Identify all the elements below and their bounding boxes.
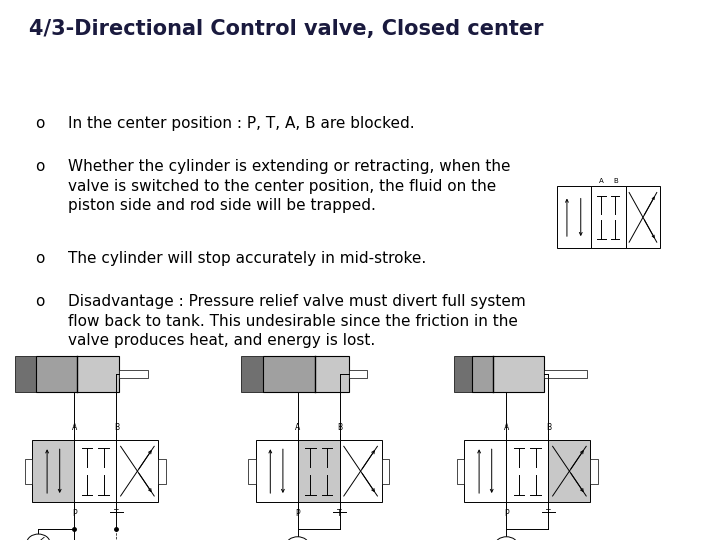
Text: A: A xyxy=(72,423,77,432)
Bar xyxy=(590,458,598,484)
Circle shape xyxy=(27,534,50,540)
Bar xyxy=(24,458,32,484)
Text: P: P xyxy=(295,509,300,518)
Text: B: B xyxy=(546,423,551,432)
Text: o: o xyxy=(35,251,45,266)
Bar xyxy=(36,356,119,392)
Bar xyxy=(591,186,626,248)
Text: o: o xyxy=(35,159,45,174)
Bar xyxy=(340,440,382,502)
Bar xyxy=(297,440,340,502)
Bar xyxy=(557,186,591,248)
Bar xyxy=(32,440,74,502)
Text: 4/3-Directional Control valve, Closed center: 4/3-Directional Control valve, Closed ce… xyxy=(29,19,544,39)
Bar xyxy=(248,458,256,484)
Text: T: T xyxy=(337,509,342,518)
Text: P: P xyxy=(504,509,509,518)
Text: A: A xyxy=(599,178,604,184)
Bar xyxy=(506,440,549,502)
Bar xyxy=(241,356,263,392)
Text: T: T xyxy=(114,509,119,518)
Bar xyxy=(493,356,544,392)
Text: The cylinder will stop accurately in mid-stroke.: The cylinder will stop accurately in mid… xyxy=(68,251,427,266)
Bar xyxy=(36,356,78,392)
Text: Whether the cylinder is extending or retracting, when the
valve is switched to t: Whether the cylinder is extending or ret… xyxy=(68,159,511,213)
Bar xyxy=(117,440,158,502)
Bar xyxy=(263,356,315,392)
Bar xyxy=(544,370,587,378)
Bar xyxy=(549,440,590,502)
Circle shape xyxy=(495,537,518,540)
Bar xyxy=(256,440,297,502)
Text: B: B xyxy=(114,423,119,432)
Text: T: T xyxy=(546,509,551,518)
Bar xyxy=(349,370,367,378)
Text: B: B xyxy=(613,178,618,184)
Text: Disadvantage : Pressure relief valve must divert full system
flow back to tank. : Disadvantage : Pressure relief valve mus… xyxy=(68,294,526,348)
Text: In the center position : P, T, A, B are blocked.: In the center position : P, T, A, B are … xyxy=(68,116,415,131)
Bar xyxy=(158,458,166,484)
Bar xyxy=(457,458,464,484)
Bar xyxy=(78,356,119,392)
Bar xyxy=(119,370,148,378)
Circle shape xyxy=(286,537,309,540)
Bar xyxy=(315,356,349,392)
Bar xyxy=(454,356,472,392)
Text: B: B xyxy=(337,423,342,432)
Bar xyxy=(472,356,493,392)
Bar xyxy=(74,440,117,502)
Bar xyxy=(382,458,389,484)
Text: o: o xyxy=(35,116,45,131)
Bar xyxy=(464,440,506,502)
Text: A: A xyxy=(295,423,300,432)
Text: o: o xyxy=(35,294,45,309)
Bar xyxy=(472,356,544,392)
Bar xyxy=(15,356,36,392)
Bar xyxy=(263,356,349,392)
Text: A: A xyxy=(504,423,509,432)
Bar xyxy=(626,186,660,248)
Text: P: P xyxy=(72,509,77,518)
